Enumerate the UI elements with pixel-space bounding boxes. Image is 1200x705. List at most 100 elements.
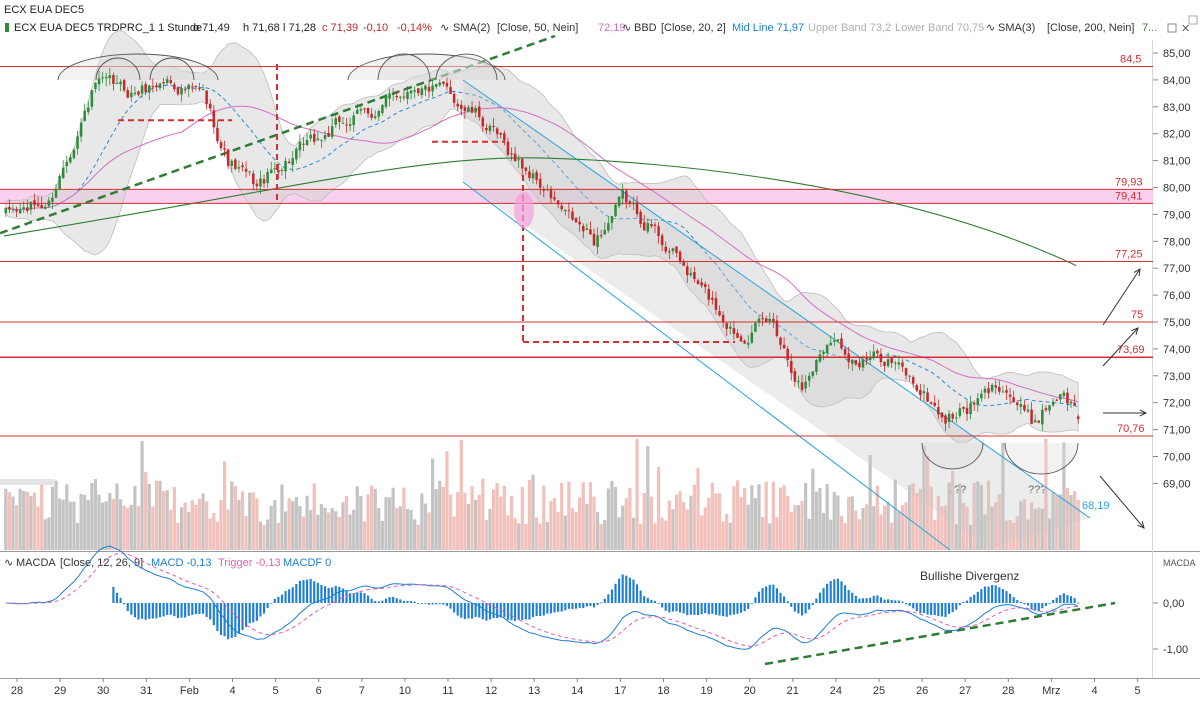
candle-body xyxy=(8,206,11,210)
macd-divergence-line[interactable] xyxy=(764,601,1116,666)
macd-histogram-bar xyxy=(643,596,646,603)
candle-body xyxy=(732,328,736,334)
volume-bar xyxy=(499,496,503,550)
macd-y-tick-label: 0,00 xyxy=(1163,598,1184,610)
macd-histogram-bar xyxy=(162,603,165,617)
volume-bar xyxy=(509,495,514,550)
macd-histogram-bar xyxy=(435,603,438,605)
macd-histogram-bar xyxy=(449,603,452,609)
macd-histogram-bar xyxy=(158,603,162,618)
macd-histogram-bar xyxy=(998,587,1001,603)
volume-bar xyxy=(194,504,198,550)
y-tick-label: 83,00 xyxy=(1163,102,1191,114)
candle-body xyxy=(291,158,294,165)
volume-bar xyxy=(190,500,194,550)
macd-histogram-bar xyxy=(646,597,649,603)
candle-body xyxy=(155,85,158,88)
volume-bar xyxy=(631,517,636,550)
candle-body xyxy=(772,318,775,322)
volume-bar xyxy=(800,500,804,550)
macd-histogram-bar xyxy=(417,603,420,604)
volume-bar xyxy=(405,509,410,550)
candle-body xyxy=(269,169,273,174)
candle-body xyxy=(581,225,585,232)
volume-bar xyxy=(373,488,377,550)
volume-bar xyxy=(753,498,758,550)
volume-bar xyxy=(133,486,137,550)
candle-body xyxy=(212,110,216,128)
scenario-arrow[interactable] xyxy=(1099,475,1145,529)
candle-body xyxy=(603,229,607,235)
volume-bar xyxy=(850,496,854,550)
panel-close-icon[interactable]: ✕ xyxy=(1181,23,1190,35)
macd-wave-icon: ∿ xyxy=(4,557,13,569)
candle-body xyxy=(1005,390,1008,393)
candle-body xyxy=(305,140,309,146)
macd-histogram-bar xyxy=(890,600,893,603)
macd-histogram-bar xyxy=(528,603,531,620)
candle-body xyxy=(194,86,198,88)
level-label: 77,25 xyxy=(1115,248,1143,260)
macd-histogram-bar xyxy=(456,603,459,616)
scenario-arrow[interactable] xyxy=(1102,268,1141,326)
candle-body xyxy=(1059,394,1062,400)
candle-body xyxy=(15,209,18,212)
candle-body xyxy=(922,391,926,394)
volume-bar xyxy=(420,493,424,550)
volume-bar xyxy=(495,482,499,550)
candle-body xyxy=(528,171,531,179)
channel-bottom-line[interactable] xyxy=(462,181,951,551)
candle-body xyxy=(761,318,764,320)
sma3-label: SMA(3) xyxy=(998,22,1035,34)
scenario-arrow[interactable] xyxy=(1102,327,1139,367)
volume-bar xyxy=(954,524,958,550)
candle-body xyxy=(998,386,1001,392)
candle-body xyxy=(858,362,861,368)
arrow-head-icon xyxy=(1133,268,1141,277)
candle-body xyxy=(438,82,442,86)
volume-bar xyxy=(423,503,428,550)
volume-bar xyxy=(237,499,241,550)
y-tick-label: 74,00 xyxy=(1163,344,1191,356)
candle-body xyxy=(754,322,757,332)
y-tick-label: 80,00 xyxy=(1163,183,1191,195)
x-tick-label: 12 xyxy=(485,685,497,697)
top-arc xyxy=(95,57,141,81)
macd-histogram-bar xyxy=(883,599,886,603)
volume-bar xyxy=(276,522,280,550)
candle-body xyxy=(879,353,883,363)
macd-histogram-bar xyxy=(567,603,570,609)
candle-body xyxy=(1044,408,1048,411)
x-tick-label: Mrz xyxy=(1042,685,1060,697)
volume-bar xyxy=(14,505,19,550)
panel-expand-icon[interactable] xyxy=(1167,23,1177,33)
macd-params: [Close, 12, 26, 9] xyxy=(60,557,143,569)
candle-body xyxy=(531,173,535,179)
macd-histogram-bar xyxy=(851,592,854,603)
channel-top-line[interactable] xyxy=(462,79,1091,519)
macd-histogram-bar xyxy=(772,584,775,603)
volume-bar xyxy=(613,487,618,550)
y-tick-label: 69,00 xyxy=(1163,478,1191,490)
volume-scroll-thumb[interactable] xyxy=(0,479,55,485)
axis-settings-icon[interactable] xyxy=(1188,15,1198,25)
volume-bar xyxy=(298,506,302,550)
macd-histogram-bar xyxy=(1048,602,1051,604)
volume-bar xyxy=(986,480,991,550)
macd-histogram-bar xyxy=(944,603,947,618)
candle-body xyxy=(868,357,872,360)
macd-histogram-bar xyxy=(826,583,829,603)
candle-body xyxy=(664,246,667,252)
volume-bar xyxy=(520,487,524,550)
macd-histogram-bar xyxy=(722,603,725,617)
candle-body xyxy=(97,78,101,85)
uptrend-line[interactable] xyxy=(0,34,556,235)
volume-bar xyxy=(294,497,298,550)
volume-bar xyxy=(330,508,334,550)
macd-histogram-bar xyxy=(410,601,413,603)
candle-body xyxy=(463,107,467,112)
macd-histogram-bar xyxy=(574,603,578,609)
candle-body xyxy=(101,77,104,79)
candle-body xyxy=(51,197,54,202)
volume-bar xyxy=(893,479,897,550)
